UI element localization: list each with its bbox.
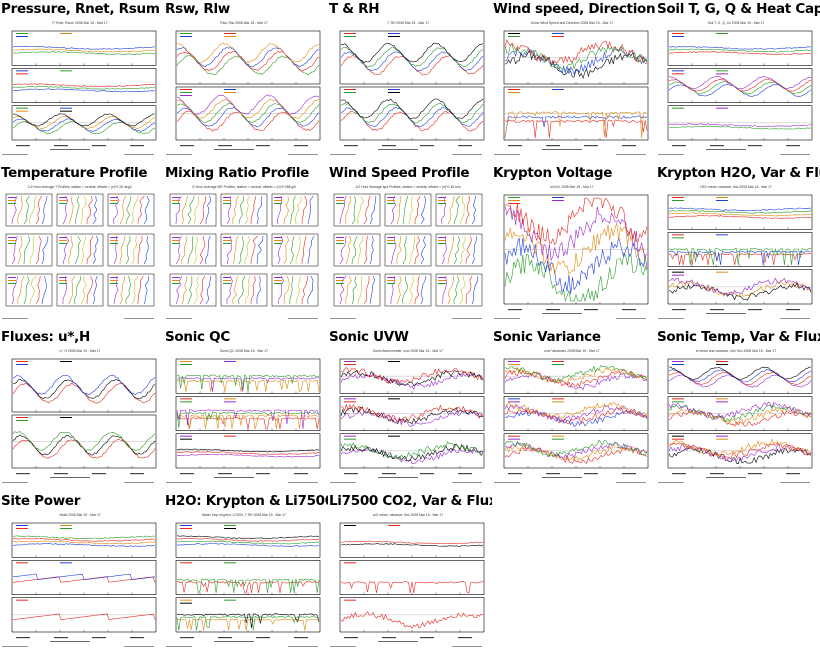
plot-tile-title[interactable]: Sonic UVW (329, 329, 409, 345)
plot-tile-4[interactable]: Wind speed, Direction Sonic Wind Speed an… (492, 0, 656, 164)
plot-thumbnail: Vbatt 2008 Mar 15 - Mar 17 (2, 513, 157, 647)
plot-subtitle: H2O mean, variance, flux 2008 Mar 15 - M… (700, 185, 772, 189)
plot-subtitle: Sonic Wind Speed and Direction 2008 Mar … (531, 21, 613, 25)
plot-thumbnail: Rsw, Rlw 2008 Mar 15 - Mar 17 (166, 21, 321, 155)
plot-tile-17[interactable]: H2O: Krypton & Li7500 Water Vap: krypton,… (164, 492, 328, 656)
plot-subtitle: /2 Hour Average MR Profiles; station = c… (192, 185, 296, 189)
plot-tile-title[interactable]: Rsw, Rlw (165, 1, 230, 17)
plot-thumbnail: Sonic Wind Speed and Direction 2008 Mar … (494, 21, 649, 155)
plot-tile-6[interactable]: Temperature Profile 1/2 Hour Average T Pr… (0, 164, 164, 328)
plot-subtitle: Rsw, Rlw 2008 Mar 15 - Mar 17 (220, 21, 268, 25)
plot-subtitle: kh2oV 2008 Mar 15 - Mar 17 (550, 185, 593, 189)
plot-tile-2[interactable]: Rsw, Rlw Rsw, Rlw 2008 Mar 15 - Mar 17 (164, 0, 328, 164)
plot-subtitle: Sonic QC 2008 Mar 15 - Mar 17 (220, 349, 268, 353)
plot-tile-title[interactable]: Site Power (1, 493, 81, 509)
plot-thumbnail: u*, H 2008 Mar 15 - Mar 17 (2, 349, 157, 483)
plot-tile-title[interactable]: Sonic QC (165, 329, 230, 345)
plot-thumbnail: 1/2 Hour Average T Profiles; station = c… (2, 185, 155, 319)
plot-subtitle: Vbatt 2008 Mar 15 - Mar 17 (59, 513, 101, 517)
plot-tile-8[interactable]: Wind Speed Profile 1/2 Hour Average spd P… (328, 164, 492, 328)
plot-tile-title[interactable]: Mixing Ratio Profile (165, 165, 310, 181)
plot-thumbnail: Sonic Anemometer, uvw 2008 Mar 15 - Mar … (330, 349, 485, 483)
plot-tile-title[interactable]: Wind Speed Profile (329, 165, 470, 181)
plot-tile-14[interactable]: Sonic Variance uvw Variances 2008 Mar 15 … (492, 328, 656, 492)
plot-tile-18[interactable]: Li7500 CO2, Var & Flux co2 mean, variance… (328, 492, 492, 656)
plot-tile-title[interactable]: Sonic Temp, Var & Flux (657, 329, 820, 345)
plot-tile-title[interactable]: Temperature Profile (1, 165, 148, 181)
plot-thumbnail: uvw Variances 2008 Mar 15 - Mar 17 (494, 349, 649, 483)
plot-tile-title[interactable]: Soil T, G, Q & Heat Cap (657, 1, 820, 17)
plot-tile-title[interactable]: T & RH (329, 1, 380, 17)
plot-thumbnail: T, RH 2008 Mar 15 - Mar 17 (330, 21, 485, 155)
plot-subtitle: co2 mean, variance, flux 2008 Mar 15 - M… (373, 513, 443, 517)
plot-subtitle: Sonic Anemometer, uvw 2008 Mar 15 - Mar … (373, 349, 443, 353)
plot-tile-title[interactable]: Krypton H2O, Var & Flux (657, 165, 820, 181)
plot-thumbnail: co2 mean, variance, flux 2008 Mar 15 - M… (330, 513, 485, 647)
plot-thumbnail: H2O mean, variance, flux 2008 Mar 15 - M… (658, 185, 813, 319)
plot-subtitle: Water Vap: krypton, LI7500, T RH 2008 Ma… (202, 513, 286, 517)
plot-tile-title[interactable]: Sonic Variance (493, 329, 601, 345)
plot-thumbnail: Sonic QC 2008 Mar 15 - Mar 17 (166, 349, 321, 483)
plot-subtitle: Soil T, G, Q, Cs 2008 Mar 15 - Mar 17 (708, 21, 765, 25)
plot-tile-5[interactable]: Soil T, G, Q & Heat Cap Soil T, G, Q, Cs … (656, 0, 820, 164)
plot-tile-13[interactable]: Sonic UVW Sonic Anemometer, uvw 2008 Mar … (328, 328, 492, 492)
plot-tile-title[interactable]: H2O: Krypton & Li7500 (165, 493, 328, 509)
plot-thumbnail: /2 Hour Average MR Profiles; station = c… (166, 185, 319, 319)
plot-tile-3[interactable]: T & RH T, RH 2008 Mar 15 - Mar 17 (328, 0, 492, 164)
plot-subtitle: tc mean and variance, w'tc' flux 2008 Ma… (696, 349, 777, 353)
plot-tile-title[interactable]: Wind speed, Direction (493, 1, 656, 17)
plot-thumbnail: Soil T, G, Q, Cs 2008 Mar 15 - Mar 17 (658, 21, 813, 155)
plot-tile-12[interactable]: Sonic QC Sonic QC 2008 Mar 15 - Mar 17 (164, 328, 328, 492)
plot-tile-title[interactable]: Krypton Voltage (493, 165, 613, 181)
plot-thumbnail: P, Rnet, Rsum 2008 Mar 15 - Mar 17 (2, 21, 157, 155)
plot-tile-16[interactable]: Site Power Vbatt 2008 Mar 15 - Mar 17 (0, 492, 164, 656)
plot-subtitle: T, RH 2008 Mar 15 - Mar 17 (387, 21, 429, 25)
plot-tile-9[interactable]: Krypton Voltage kh2oV 2008 Mar 15 - Mar 1… (492, 164, 656, 328)
plot-tile-10[interactable]: Krypton H2O, Var & Flux H2O mean, varianc… (656, 164, 820, 328)
plot-thumbnail: tc mean and variance, w'tc' flux 2008 Ma… (658, 349, 813, 483)
plot-subtitle: 1/2 Hour Average T Profiles; station = c… (28, 185, 133, 189)
plot-thumbnail: kh2oV 2008 Mar 15 - Mar 17 (494, 185, 649, 319)
plot-subtitle: uvw Variances 2008 Mar 15 - Mar 17 (544, 349, 599, 353)
plot-tile-title[interactable]: Fluxes: u*,H (1, 329, 90, 345)
plot-tile-15[interactable]: Sonic Temp, Var & Flux tc mean and varian… (656, 328, 820, 492)
plot-thumbnail: Water Vap: krypton, LI7500, T RH 2008 Ma… (166, 513, 321, 647)
plot-subtitle: P, Rnet, Rsum 2008 Mar 15 - Mar 17 (52, 21, 107, 25)
plot-subtitle: 1/2 Hour Average spd Profiles; station =… (355, 185, 460, 189)
plot-tile-7[interactable]: Mixing Ratio Profile/2 Hour Average MR P… (164, 164, 328, 328)
plot-tile-title[interactable]: Li7500 CO2, Var & Flux (329, 493, 492, 509)
plot-tile-11[interactable]: Fluxes: u*,H u*, H 2008 Mar 15 - Mar 17 (0, 328, 164, 492)
plot-tile-title[interactable]: Pressure, Rnet, Rsum (1, 1, 160, 17)
plot-thumbnail: 1/2 Hour Average spd Profiles; station =… (330, 185, 483, 319)
plot-tile-1[interactable]: Pressure, Rnet, Rsum P, Rnet, Rsum 2008 M… (0, 0, 164, 164)
plot-subtitle: u*, H 2008 Mar 15 - Mar 17 (59, 349, 100, 353)
